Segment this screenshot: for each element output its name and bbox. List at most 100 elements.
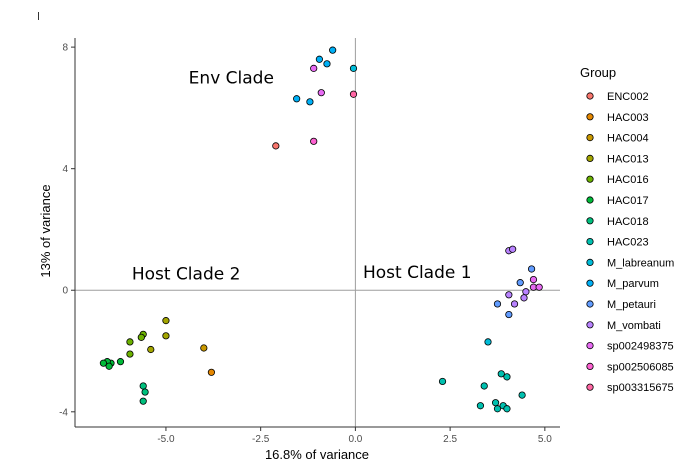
data-point (497, 370, 505, 378)
plot-area (75, 38, 560, 427)
legend-label: M_vombati (607, 320, 661, 332)
legend-key (586, 92, 594, 100)
data-point (505, 291, 513, 299)
y-axis-title: 13% of variance (38, 184, 53, 277)
data-point (438, 377, 447, 386)
data-point (141, 388, 149, 396)
data-point (147, 345, 155, 354)
x-axis: -5.0 -2.5 0.0 2.5 5.0 (75, 426, 560, 445)
legend-label: HAC018 (607, 216, 649, 228)
data-point (315, 55, 323, 63)
legend-label: HAC023 (607, 237, 649, 249)
annotations: Env Clade Host Clade 2 Host Clade 1 (132, 69, 472, 285)
data-point (139, 382, 147, 390)
data-point (476, 402, 485, 410)
data-point (518, 391, 526, 399)
y-tick-label: 8 (62, 43, 68, 54)
data-point (310, 137, 318, 145)
data-point (510, 300, 519, 308)
legend-key (586, 258, 594, 266)
data-point (293, 95, 301, 103)
data-point (349, 64, 358, 72)
data-point (484, 338, 492, 346)
legend-key (586, 341, 594, 350)
data-point (272, 142, 280, 150)
data-point (317, 89, 325, 97)
legend-label: HAC017 (607, 195, 649, 207)
data-point (480, 382, 488, 390)
legend-key (586, 175, 594, 183)
legend-label: HAC016 (607, 174, 649, 186)
legend-label: ENC002 (607, 91, 649, 103)
data-point (207, 368, 216, 376)
legend-items: ENC002 HAC003 HAC004 HAC013 HAC016 HAC017 HAC0… (586, 91, 674, 394)
data-point (310, 64, 318, 72)
plot-background (75, 38, 560, 427)
legend-label: HAC013 (607, 153, 649, 165)
legend-label: M_labreanum (607, 257, 674, 269)
data-point (520, 294, 528, 302)
legend-key (586, 321, 594, 329)
legend: Group ENC002 HAC003 HAC004 HAC013 HAC016 HAC0… (580, 65, 674, 394)
x-tick-label: 0.0 (348, 434, 362, 445)
data-point (505, 310, 513, 319)
data-point (516, 279, 524, 287)
legend-key (586, 134, 594, 142)
clade-annotation: Host Clade 1 (363, 263, 472, 283)
data-point (162, 317, 170, 325)
data-point (105, 362, 113, 370)
data-point (126, 350, 134, 358)
y-tick-label: -4 (59, 407, 68, 418)
legend-key (586, 196, 594, 204)
data-point (535, 283, 543, 291)
data-point (509, 245, 517, 253)
y-axis: -4 0 4 8 (59, 38, 76, 427)
legend-label: HAC003 (607, 112, 649, 124)
legend-key (586, 383, 594, 391)
y-tick-label: 4 (62, 164, 68, 175)
legend-key (586, 154, 594, 162)
legend-title: Group (580, 65, 616, 80)
x-axis-title: 16.8% of variance (265, 447, 369, 462)
legend-label: sp002498375 (607, 341, 674, 353)
corner-mark (38, 12, 39, 20)
legend-key (586, 300, 594, 308)
legend-key (586, 238, 594, 246)
legend-label: M_petauri (607, 299, 656, 311)
data-point (503, 373, 511, 381)
x-tick-label: 5.0 (538, 434, 552, 445)
x-tick-label: -2.5 (252, 434, 270, 445)
data-point (139, 397, 147, 405)
data-point (349, 90, 358, 98)
data-point (200, 344, 208, 352)
data-point (116, 358, 125, 366)
legend-label: sp003315675 (607, 382, 674, 394)
data-point (137, 333, 145, 341)
data-point (491, 399, 500, 407)
legend-key (586, 113, 594, 121)
data-point (99, 359, 108, 367)
x-tick-label: 2.5 (443, 434, 457, 445)
data-point (323, 60, 331, 68)
legend-key (586, 279, 594, 287)
data-point (527, 265, 536, 273)
data-point (529, 276, 538, 284)
data-point (522, 288, 530, 296)
data-point (493, 405, 502, 413)
data-point (126, 338, 134, 346)
y-tick-label: 0 (62, 286, 68, 297)
data-point (306, 98, 314, 106)
x-tick-label: -5.0 (157, 434, 175, 445)
clade-annotation: Env Clade (189, 69, 274, 89)
data-point (493, 300, 502, 308)
data-point (162, 332, 170, 340)
data-point (503, 405, 511, 413)
clade-annotation: Host Clade 2 (132, 265, 241, 285)
legend-label: M_parvum (607, 278, 659, 290)
legend-label: HAC004 (607, 133, 649, 145)
legend-label: sp002506085 (607, 361, 674, 373)
legend-key (586, 217, 594, 225)
data-point (329, 46, 337, 54)
legend-key (586, 362, 594, 370)
